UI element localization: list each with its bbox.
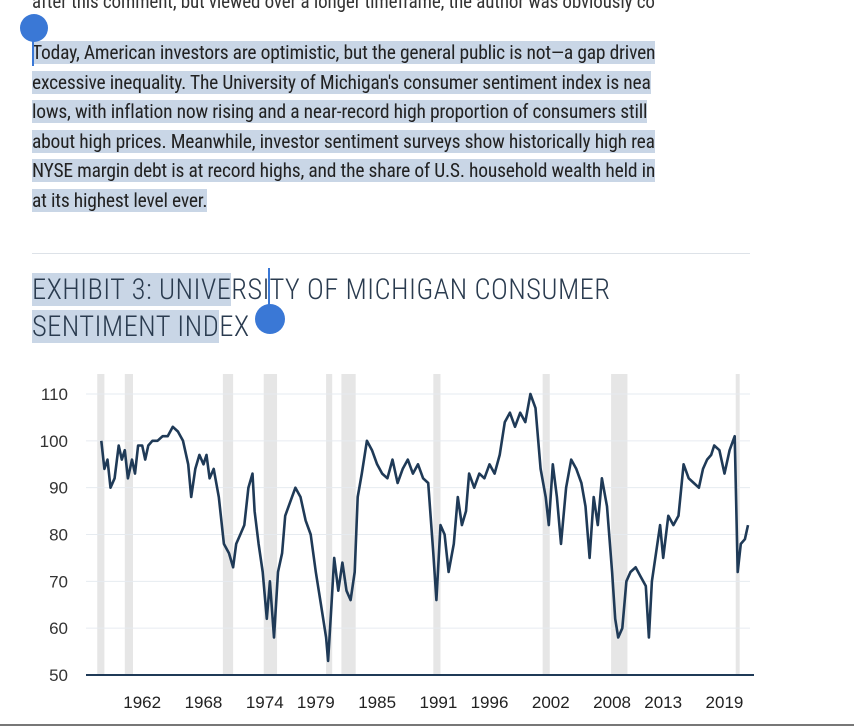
recession-band	[542, 374, 550, 675]
paragraph-line-text: at its highest level ever.	[32, 188, 208, 212]
paragraph-line: NYSE margin debt is at record highs, and…	[32, 156, 750, 186]
y-tick-label: 80	[49, 526, 68, 545]
recession-band	[611, 374, 628, 675]
selection-end-handle[interactable]	[255, 304, 285, 334]
x-tick-label: 1974	[246, 693, 284, 712]
x-tick-label: 1991	[420, 693, 458, 712]
paragraph-line-text: excessive inequality. The University of …	[32, 70, 651, 94]
exhibit-title-rest-2: EX	[219, 309, 250, 343]
sentiment-line-chart: 110 100 90 80 70 60 50 1962 1968 1974 1979 1985 1991…	[40, 374, 754, 712]
paragraph-line: about high prices. Meanwhile, investor s…	[32, 127, 750, 157]
x-tick-label: 1968	[185, 693, 223, 712]
selection-start-handle[interactable]	[20, 14, 48, 42]
x-tick-label: 1962	[123, 693, 161, 712]
recession-band	[326, 374, 333, 675]
y-tick-label: 60	[49, 619, 68, 638]
y-tick-label: 70	[49, 572, 68, 591]
paragraph-line: lows, with inflation now rising and a ne…	[32, 97, 750, 127]
sentiment-series-line	[100, 392, 750, 663]
recession-band	[263, 374, 278, 675]
paragraph-line: Today, American investors are optimistic…	[32, 38, 750, 68]
bottom-edge-rule	[0, 724, 854, 726]
recession-band	[222, 374, 234, 675]
x-tick-label: 2008	[593, 693, 631, 712]
x-tick-label: 2013	[644, 693, 682, 712]
y-tick-label: 90	[49, 479, 68, 498]
y-tick-label: 50	[49, 666, 68, 685]
x-tick-label: 2002	[532, 693, 570, 712]
recession-band	[97, 374, 105, 675]
exhibit-title[interactable]: EXHIBIT 3: UNIVERSITY OF MICHIGAN CONSUM…	[32, 272, 750, 345]
exhibit-title-selected-1: EXHIBIT 3: UNIVE	[32, 273, 232, 306]
recession-band	[341, 374, 356, 675]
section-divider	[32, 253, 750, 254]
exhibit-title-rest-1: RSITY OF MICHIGAN CONSUMER	[231, 273, 611, 306]
exhibit-title-line-1: EXHIBIT 3: UNIVERSITY OF MICHIGAN CONSUM…	[32, 272, 750, 309]
previous-text-line: after this comment, but viewed over a lo…	[32, 0, 655, 13]
recession-band	[124, 374, 133, 675]
selection-end-caret	[268, 268, 270, 308]
article-paragraph[interactable]: Today, American investors are optimistic…	[32, 38, 750, 216]
x-tick-label: 2019	[706, 693, 744, 712]
x-tick-label: 1979	[297, 693, 335, 712]
paragraph-line: excessive inequality. The University of …	[32, 68, 750, 98]
paragraph-line: at its highest level ever.	[32, 186, 750, 216]
x-tick-label: 1996	[471, 693, 509, 712]
exhibit-title-line-2: SENTIMENT INDEX	[32, 309, 750, 346]
recession-band	[433, 374, 441, 675]
x-tick-label: 1985	[358, 693, 396, 712]
paragraph-line-text: Today, American investors are optimistic…	[32, 41, 656, 64]
paragraph-line-text: about high prices. Meanwhile, investor s…	[32, 129, 655, 153]
paragraph-line-text: NYSE margin debt is at record highs, and…	[32, 159, 656, 183]
paragraph-line-text: lows, with inflation now rising and a ne…	[32, 100, 648, 124]
y-tick-label: 100	[40, 432, 68, 451]
y-tick-label: 110	[41, 385, 68, 404]
selection-start-caret	[32, 30, 34, 66]
exhibit-title-selected-2: SENTIMENT IND	[32, 309, 220, 343]
